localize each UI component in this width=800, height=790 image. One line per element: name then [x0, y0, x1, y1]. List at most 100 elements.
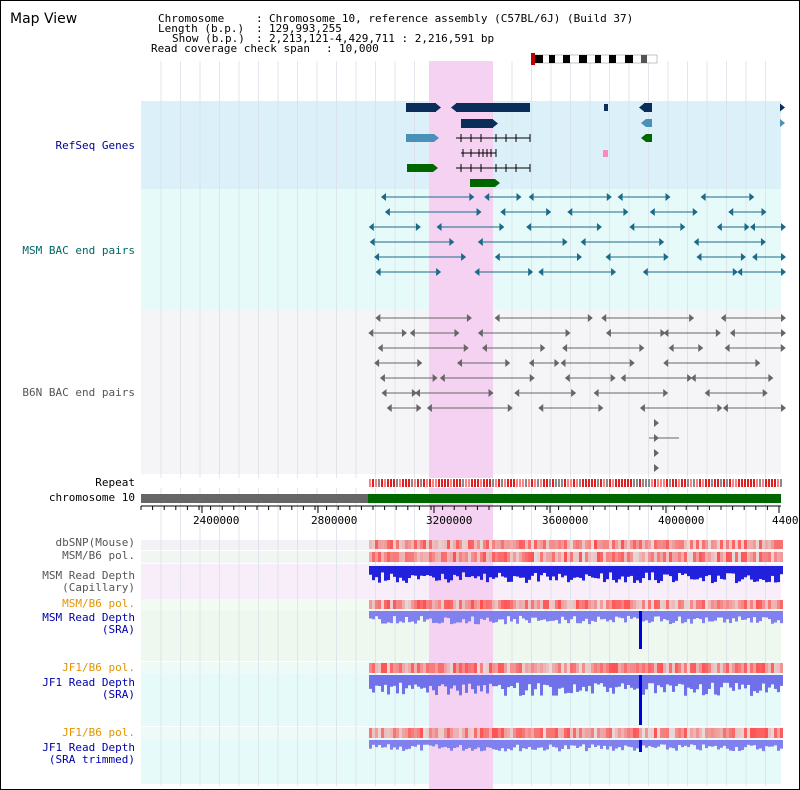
read-depth-bar	[738, 611, 741, 617]
snp-density-cell	[531, 663, 534, 673]
snp-density-cell	[396, 600, 399, 609]
read-depth-bar	[408, 675, 411, 686]
read-depth-bar	[474, 566, 477, 579]
read-depth-bar	[615, 675, 618, 688]
read-depth-bar	[474, 611, 477, 625]
read-depth-bar	[426, 740, 429, 745]
snp-density-cell	[531, 540, 534, 549]
read-depth-bar	[570, 611, 573, 620]
snp-density-cell	[621, 600, 624, 609]
snp-density-cell	[768, 663, 771, 673]
snp-density-cell	[711, 552, 714, 562]
snp-density-cell	[693, 728, 696, 738]
track-label-b6n-bac[interactable]: B6N BAC end pairs	[22, 386, 135, 399]
snp-density-cell	[636, 600, 639, 609]
repeat-element	[588, 479, 590, 487]
read-depth-bar	[732, 611, 735, 619]
snp-density-cell	[468, 663, 471, 673]
read-depth-bar	[654, 675, 657, 694]
read-depth-bar	[546, 611, 549, 622]
read-depth-bar	[729, 675, 732, 688]
snp-density-cell	[705, 663, 708, 673]
snp-density-cell	[741, 728, 744, 738]
read-depth-bar	[609, 675, 612, 688]
snp-density-cell	[423, 728, 426, 738]
snp-density-cell	[702, 600, 705, 609]
snp-density-cell	[453, 600, 456, 609]
snp-density-cell	[561, 663, 564, 673]
read-depth-bar	[543, 611, 546, 620]
read-depth-bar	[546, 566, 549, 577]
track-label-msm-bac[interactable]: MSM BAC end pairs	[22, 244, 135, 257]
snp-density-cell	[579, 600, 582, 609]
snp-density-cell	[630, 600, 633, 609]
repeat-element	[480, 479, 482, 487]
bac-end-marker	[689, 314, 695, 322]
bac-end-marker	[663, 359, 669, 367]
snp-density-cell	[558, 728, 561, 738]
snp-density-cell	[441, 600, 444, 609]
snp-density-cell	[537, 728, 540, 738]
repeat-element	[390, 479, 392, 487]
snp-density-cell	[735, 663, 738, 673]
read-depth-bar	[651, 675, 654, 684]
read-depth-bar	[630, 611, 633, 619]
bac-end-marker	[368, 223, 374, 231]
read-depth-bar	[369, 740, 372, 749]
read-depth-bar	[714, 611, 717, 621]
snp-density-cell	[510, 540, 513, 549]
snp-density-cell	[543, 728, 546, 738]
snp-density-cell	[678, 663, 681, 673]
snp-density-cell	[696, 600, 699, 609]
read-depth-bar	[498, 675, 501, 685]
bac-end-marker	[538, 268, 544, 276]
read-depth-bar	[384, 566, 387, 581]
track-label-refseq[interactable]: RefSeq Genes	[55, 139, 135, 152]
snp-density-cell	[375, 552, 378, 562]
snp-density-cell	[648, 540, 651, 549]
read-depth-bar	[480, 611, 483, 619]
snp-density-cell	[684, 728, 687, 738]
snp-density-cell	[456, 728, 459, 738]
snp-density-cell	[657, 600, 660, 609]
snp-density-cell	[405, 552, 408, 562]
read-depth-bar	[726, 675, 729, 683]
snp-density-cell	[615, 552, 618, 562]
read-depth-bar	[720, 611, 723, 618]
read-depth-bar	[564, 675, 567, 694]
snp-density-cell	[375, 540, 378, 549]
snp-density-cell	[432, 663, 435, 673]
read-depth-bar	[765, 740, 768, 747]
bac-end-marker	[654, 464, 659, 472]
read-depth-bar	[573, 611, 576, 617]
read-depth-bar	[645, 675, 648, 690]
read-depth-bar	[681, 675, 684, 685]
snp-density-cell	[666, 552, 669, 562]
snp-density-cell	[435, 728, 438, 738]
read-depth-bar	[723, 740, 726, 746]
snp-density-cell	[516, 552, 519, 562]
snp-density-cell	[612, 552, 615, 562]
bac-end-marker	[704, 389, 710, 397]
read-depth-bar	[714, 740, 717, 746]
ideogram-band	[595, 55, 601, 63]
bac-end-marker	[481, 344, 487, 352]
arrow-head	[780, 103, 785, 112]
snp-density-cell	[624, 663, 627, 673]
read-depth-bar	[681, 566, 684, 575]
snp-density-cell	[579, 552, 582, 562]
snp-density-cell	[561, 728, 564, 738]
snp-density-cell	[429, 552, 432, 562]
snp-density-cell	[618, 600, 621, 609]
read-depth-bar	[372, 566, 375, 581]
bac-end-marker	[587, 314, 593, 322]
read-depth-bar	[408, 611, 411, 623]
read-depth-bar	[540, 566, 543, 576]
snp-density-cell	[672, 600, 675, 609]
snp-density-cell	[453, 663, 456, 673]
snp-density-cell	[378, 728, 381, 738]
read-depth-bar	[672, 611, 675, 623]
bac-end-marker	[411, 389, 417, 397]
read-depth-bar	[528, 675, 531, 685]
